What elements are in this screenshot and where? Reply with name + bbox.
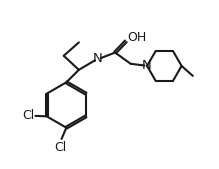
Text: Cl: Cl	[22, 109, 34, 122]
Text: N: N	[93, 52, 103, 65]
Text: Cl: Cl	[55, 141, 67, 154]
Text: OH: OH	[127, 31, 146, 44]
Text: N: N	[142, 59, 152, 73]
